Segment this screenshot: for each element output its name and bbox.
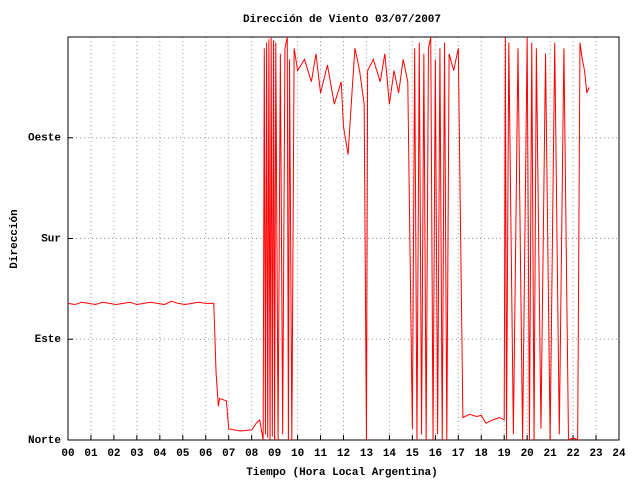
x-tick-label: 07 [222, 448, 235, 460]
y-axis-label: Dirección [9, 209, 21, 268]
x-tick-label: 08 [245, 448, 259, 460]
x-tick-label: 04 [153, 448, 167, 460]
x-tick-label: 03 [130, 448, 144, 460]
x-tick-label: 02 [107, 448, 120, 460]
x-tick-label: 23 [589, 448, 603, 460]
data-line [67, 36, 590, 441]
x-tick-label: 22 [566, 448, 579, 460]
x-tick-label: 06 [199, 448, 212, 460]
x-axis-label: Tiempo (Hora Local Argentina) [246, 467, 437, 479]
chart-title: Dirección de Viento 03/07/2007 [243, 14, 441, 26]
x-tick-label: 00 [61, 448, 74, 460]
x-tick-label: 16 [429, 448, 442, 460]
x-tick-label: 09 [268, 448, 281, 460]
x-tick-label: 19 [498, 448, 511, 460]
x-tick-label: 24 [612, 448, 626, 460]
y-tick-label: Norte [28, 435, 61, 447]
x-tick-label: 12 [337, 448, 350, 460]
x-tick-label: 20 [521, 448, 534, 460]
x-tick-label: 17 [452, 448, 465, 460]
x-tick-label: 15 [406, 448, 420, 460]
x-tick-label: 10 [291, 448, 304, 460]
x-tick-label: 21 [544, 448, 558, 460]
x-tick-label: 05 [176, 448, 190, 460]
plot-frame [67, 36, 620, 441]
y-tick-label: Oeste [28, 133, 61, 145]
x-tick-label: 18 [475, 448, 489, 460]
y-tick-label: Este [35, 334, 62, 346]
x-tick-label: 11 [314, 448, 328, 460]
x-tick-label: 01 [84, 448, 98, 460]
x-tick-label: 13 [360, 448, 374, 460]
x-tick-label: 14 [383, 448, 397, 460]
y-tick-label: Sur [41, 233, 61, 245]
